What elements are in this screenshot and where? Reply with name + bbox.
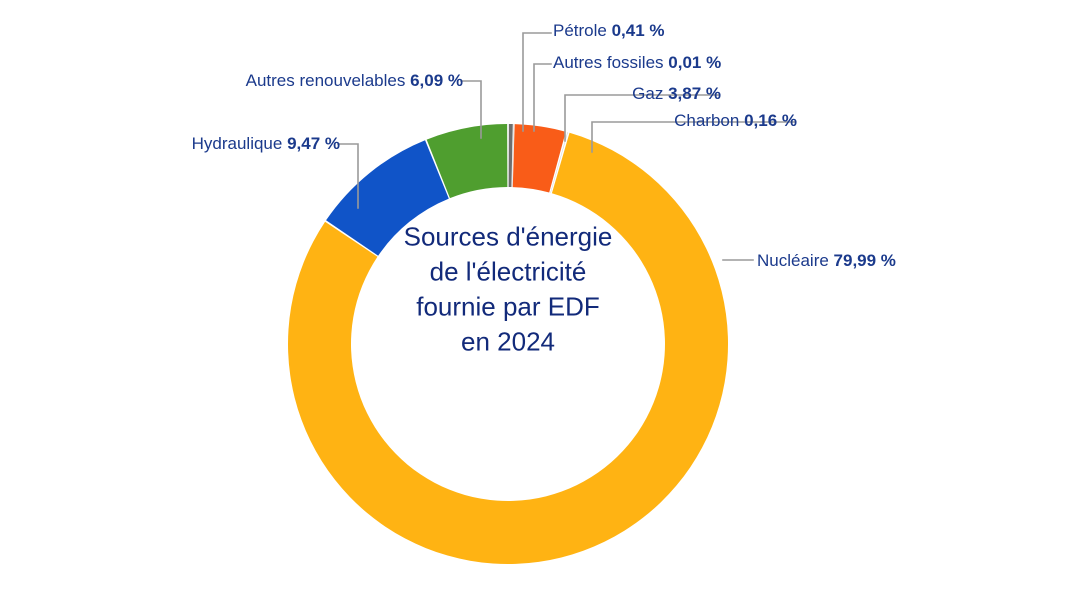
donut-segments: Pétrole 0,41 %Autres fossiles 0,01 %Gaz … [288, 124, 729, 564]
donut-slice-hydraulique[interactable]: Hydraulique 9,47 % [326, 140, 449, 256]
slice-label-name-petrole: Pétrole [553, 21, 612, 40]
slice-label-hydraulique: Hydraulique 9,47 % [192, 134, 340, 153]
center-title-line-2: de l'électricité [430, 257, 587, 287]
callout-labels: Pétrole 0,41 %Autres fossiles 0,01 %Gaz … [192, 21, 896, 270]
slice-label-name-gaz: Gaz [632, 84, 668, 103]
center-title-line-1: Sources d'énergie [404, 222, 613, 252]
leader-line-petrole [522, 32, 552, 132]
slice-label-nucleaire: Nucléaire 79,99 % [757, 251, 896, 270]
leader-line-autres-renouvelables [460, 80, 482, 139]
slice-label-value-autres-fossiles: 0,01 % [668, 53, 721, 72]
slice-label-petrole: Pétrole 0,41 % [553, 21, 665, 40]
slice-label-name-autres-renouvelables: Autres renouvelables [246, 71, 410, 90]
donut-slice-gaz[interactable]: Gaz 3,87 % [512, 124, 566, 193]
slice-label-value-nucleaire: 79,99 % [834, 251, 896, 270]
center-title-line-3: fournie par EDF [416, 292, 600, 322]
slice-label-value-petrole: 0,41 % [612, 21, 665, 40]
donut-slice-nucl-aire[interactable]: Nucléaire 79,99 % [288, 132, 729, 564]
slice-label-charbon: Charbon 0,16 % [674, 111, 797, 130]
slice-label-name-charbon: Charbon [674, 111, 744, 130]
leader-line-charbon [591, 121, 796, 153]
donut-slice-autres-renouvelables[interactable]: Autres renouvelables 6,09 % [426, 124, 508, 199]
slice-label-autres-renouvelables: Autres renouvelables 6,09 % [246, 71, 463, 90]
center-title-block: Sources d'énergie de l'électricité fournie… [404, 222, 613, 357]
slice-label-value-charbon: 0,16 % [744, 111, 797, 130]
slice-label-name-autres-fossiles: Autres fossiles [553, 53, 668, 72]
slice-label-value-hydraulique: 9,47 % [287, 134, 340, 153]
leader-line-hydraulique [337, 143, 359, 209]
slice-label-value-autres-renouvelables: 6,09 % [410, 71, 463, 90]
donut-slice-p-trole[interactable]: Pétrole 0,41 % [508, 124, 513, 188]
slice-label-autres-fossiles: Autres fossiles 0,01 % [553, 53, 721, 72]
slice-label-gaz: Gaz 3,87 % [632, 84, 721, 103]
slice-label-name-hydraulique: Hydraulique [192, 134, 287, 153]
center-title-line-4: en 2024 [461, 327, 555, 357]
leader-line-autres-fossiles [533, 63, 552, 132]
leader-line-gaz [564, 94, 720, 142]
donut-slice-charbon[interactable]: Charbon 0,16 % [550, 132, 568, 193]
callout-leader-lines [337, 32, 796, 261]
slice-label-value-gaz: 3,87 % [668, 84, 721, 103]
donut-slice-autres-fossiles[interactable]: Autres fossiles 0,01 % [511, 124, 514, 188]
slice-label-name-nucleaire: Nucléaire [757, 251, 834, 270]
